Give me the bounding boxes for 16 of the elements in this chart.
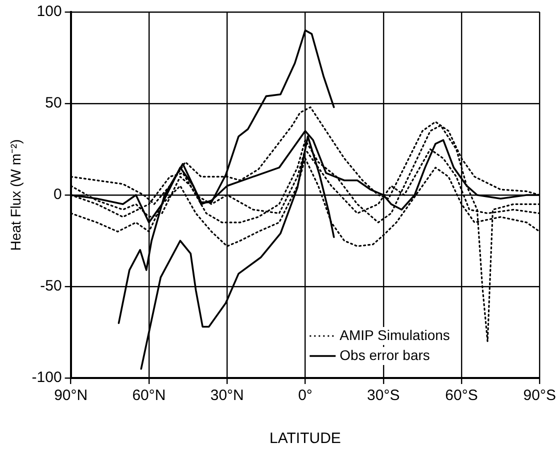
x-tick-label: 90°S <box>523 387 556 404</box>
x-axis-title: LATITUDE <box>270 430 341 448</box>
legend-label: AMIP Simulations <box>340 326 450 343</box>
y-tick-label: 50 <box>45 94 62 112</box>
y-tick-label: 0 <box>53 186 62 204</box>
x-tick-label: 90°N <box>54 387 88 404</box>
x-tick-label: 30°N <box>210 387 244 404</box>
y-axis-title: Heat Flux (W m⁻²) <box>7 139 24 251</box>
y-tick-label: 100 <box>36 3 62 20</box>
x-tick-label: 30°S <box>367 387 400 404</box>
x-tick-label: 60°S <box>445 387 478 404</box>
legend-label: Obs error bars <box>340 346 430 363</box>
y-tick-label: -100 <box>32 369 62 386</box>
y-tick-label: -50 <box>40 278 62 295</box>
x-tick-label: 0° <box>298 387 312 404</box>
x-tick-label: 60°N <box>132 387 166 404</box>
